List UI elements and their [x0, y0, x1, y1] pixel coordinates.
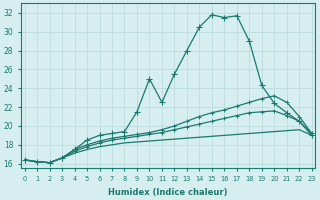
- X-axis label: Humidex (Indice chaleur): Humidex (Indice chaleur): [108, 188, 228, 197]
